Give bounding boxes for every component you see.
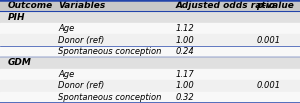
Text: Spontaneous conception: Spontaneous conception xyxy=(58,47,162,56)
Bar xyxy=(0,23,300,34)
Text: 0.001: 0.001 xyxy=(256,81,280,90)
Text: 0.32: 0.32 xyxy=(176,93,194,102)
Bar xyxy=(0,69,300,80)
Text: PIH: PIH xyxy=(8,13,25,22)
Bar xyxy=(0,46,300,57)
Text: Outcome: Outcome xyxy=(8,1,53,10)
Text: p-value: p-value xyxy=(256,1,294,10)
Bar xyxy=(0,80,300,92)
Text: Spontaneous conception: Spontaneous conception xyxy=(58,93,162,102)
Bar xyxy=(0,0,300,11)
Text: Age: Age xyxy=(58,70,75,79)
Bar xyxy=(0,34,300,46)
Text: Adjusted odds ratio: Adjusted odds ratio xyxy=(176,1,275,10)
Text: 1.00: 1.00 xyxy=(176,81,194,90)
Text: 1.12: 1.12 xyxy=(176,24,194,33)
Text: 1.17: 1.17 xyxy=(176,70,194,79)
Bar xyxy=(0,92,300,103)
Text: Variables: Variables xyxy=(58,1,106,10)
Text: 0.24: 0.24 xyxy=(176,47,194,56)
Text: 0.001: 0.001 xyxy=(256,36,280,45)
Bar xyxy=(0,11,300,23)
Bar xyxy=(0,57,300,69)
Text: Donor (ref): Donor (ref) xyxy=(58,81,105,90)
Text: Age: Age xyxy=(58,24,75,33)
Text: Donor (ref): Donor (ref) xyxy=(58,36,105,45)
Text: 1.00: 1.00 xyxy=(176,36,194,45)
Text: GDM: GDM xyxy=(8,58,31,67)
